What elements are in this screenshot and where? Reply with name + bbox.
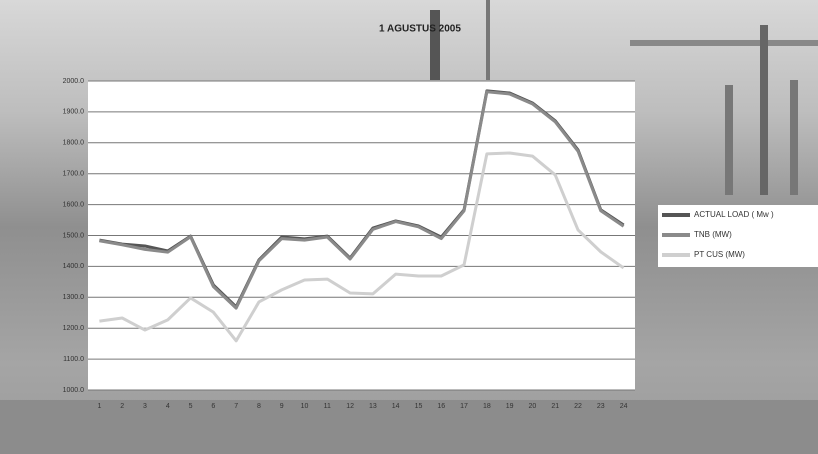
x-tick-label: 22 xyxy=(574,403,582,410)
y-tick-label: 1400.0 xyxy=(63,263,85,270)
x-tick-label: 19 xyxy=(506,403,514,410)
x-tick-label: 5 xyxy=(189,403,193,410)
pole xyxy=(760,25,768,195)
y-tick-label: 2000.0 xyxy=(63,78,85,85)
x-tick-label: 9 xyxy=(280,403,284,410)
legend-label: TNB (MW) xyxy=(694,230,732,239)
y-tick-label: 1300.0 xyxy=(63,294,85,301)
x-tick-label: 23 xyxy=(597,403,605,410)
x-tick-label: 13 xyxy=(369,403,377,410)
x-tick-label: 7 xyxy=(234,403,238,410)
legend-label: PT CUS (MW) xyxy=(694,250,745,259)
x-tick-label: 17 xyxy=(460,403,468,410)
pole xyxy=(430,10,440,80)
y-tick-label: 1800.0 xyxy=(63,140,85,147)
x-tick-label: 15 xyxy=(415,403,423,410)
x-tick-label: 10 xyxy=(301,403,309,410)
y-tick-label: 1900.0 xyxy=(63,109,85,116)
y-tick-label: 1000.0 xyxy=(63,387,85,394)
x-tick-label: 18 xyxy=(483,403,491,410)
y-tick-label: 1200.0 xyxy=(63,325,85,332)
y-tick-label: 1500.0 xyxy=(63,232,85,239)
x-tick-label: 1 xyxy=(97,403,101,410)
x-tick-label: 20 xyxy=(529,403,537,410)
x-tick-label: 4 xyxy=(166,403,170,410)
x-tick-label: 8 xyxy=(257,403,261,410)
chart-title: 1 AGUSTUS 2005 xyxy=(379,24,461,35)
x-tick-label: 12 xyxy=(346,403,354,410)
y-tick-label: 1700.0 xyxy=(63,171,85,178)
insulator xyxy=(790,80,798,195)
x-tick-label: 6 xyxy=(211,403,215,410)
x-tick-label: 24 xyxy=(620,403,628,410)
insulator xyxy=(725,85,733,195)
y-tick-label: 1600.0 xyxy=(63,201,85,208)
x-tick-label: 2 xyxy=(120,403,124,410)
x-tick-label: 11 xyxy=(324,403,331,410)
x-tick-label: 16 xyxy=(437,403,445,410)
legend-label: ACTUAL LOAD ( Mw ) xyxy=(694,210,774,219)
gantry xyxy=(630,40,818,46)
screenshot: 1 AGUSTUS 2005 1000.0 1100.0 1200.0 1300.0 1… xyxy=(0,0,818,454)
pole xyxy=(486,0,490,80)
x-tick-label: 14 xyxy=(392,403,400,410)
y-tick-label: 1100.0 xyxy=(63,356,84,363)
x-tick-label: 21 xyxy=(551,403,559,410)
x-tick-label: 3 xyxy=(143,403,147,410)
